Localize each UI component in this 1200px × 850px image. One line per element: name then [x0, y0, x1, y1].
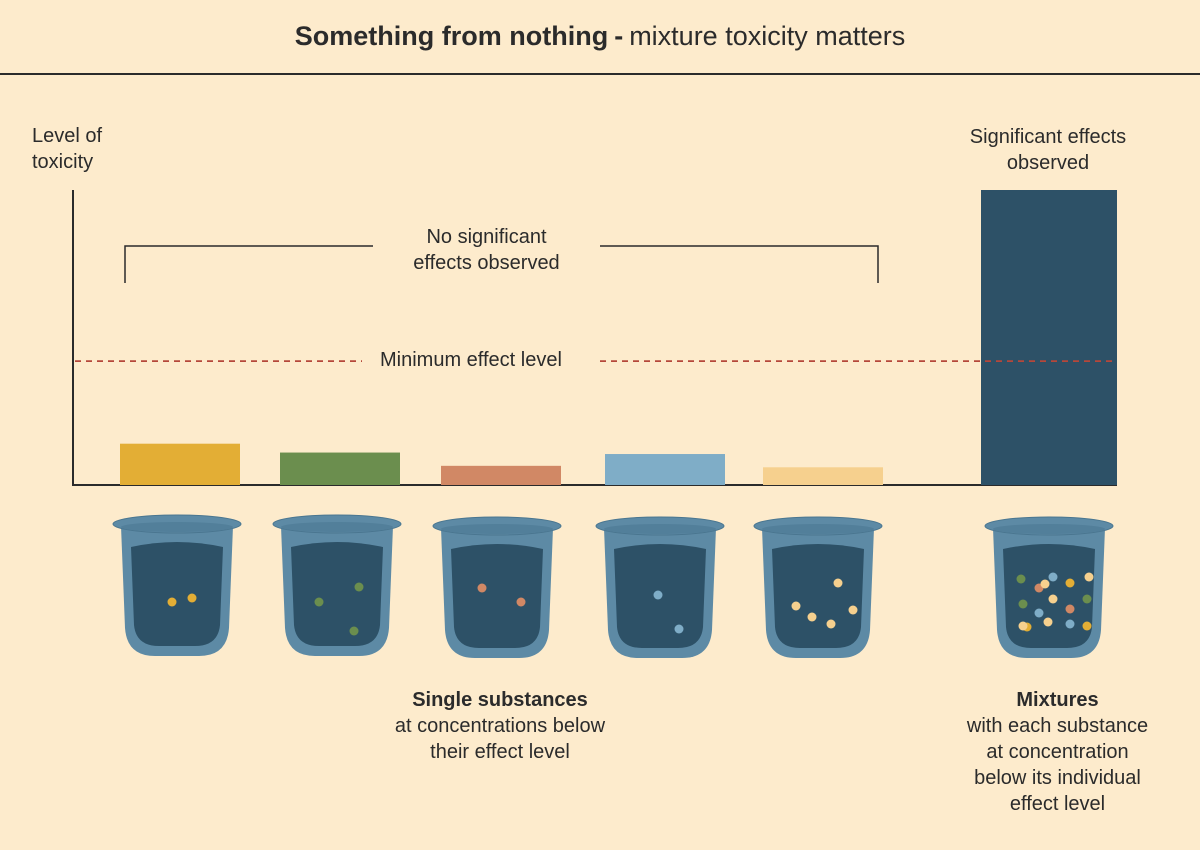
title-bar: Something from nothing - mixture toxicit…	[0, 0, 1200, 75]
mixture-beaker	[984, 516, 1114, 658]
particle-dot	[1065, 619, 1075, 629]
particle-dot	[477, 583, 487, 593]
particle-dot	[791, 601, 801, 611]
significant-line1: Significant effects	[969, 126, 1127, 148]
substance-bar-5	[763, 467, 883, 485]
y-axis-label-line2: toxicity	[32, 151, 94, 173]
mixtures-caption-line3: below its individual	[974, 767, 1141, 789]
mixtures-caption-line2: at concentration	[986, 741, 1129, 763]
particle-dot	[1040, 579, 1050, 589]
particle-dot	[1018, 621, 1028, 631]
substance-bar-4	[605, 454, 725, 485]
no-effects-bracket	[124, 245, 879, 283]
no-effects-line2: effects observed	[413, 252, 560, 274]
substance-bar-2	[280, 452, 400, 485]
no-effects-line1: No significant	[426, 226, 547, 248]
particle-dot	[848, 605, 858, 615]
particle-dot	[187, 593, 197, 603]
particle-dot	[807, 612, 817, 622]
substance-bar-1	[120, 443, 240, 485]
particle-dot	[349, 626, 359, 636]
mixtures-caption-title: Mixtures	[1016, 689, 1099, 711]
title-separator: -	[614, 21, 624, 51]
y-axis-label: Level of toxicity	[32, 123, 102, 175]
title-bold: Something from nothing	[294, 21, 609, 51]
significant-effects-label: Significant effects observed	[938, 124, 1158, 176]
particle-dot	[826, 619, 836, 629]
particle-dot	[1048, 594, 1058, 604]
particle-dot	[354, 582, 364, 592]
single-substances-caption: Single substances at concentrations belo…	[350, 687, 650, 765]
particle-dot	[1065, 604, 1075, 614]
single-caption-line1: at concentrations below	[394, 715, 606, 737]
beakers	[112, 514, 1114, 658]
particle-dot	[314, 597, 324, 607]
particle-dot	[1082, 621, 1092, 631]
title-rest: mixture toxicity matters	[629, 21, 906, 51]
substance-beaker-4	[595, 516, 725, 658]
particle-dot	[833, 578, 843, 588]
particle-dot	[1018, 599, 1028, 609]
particle-dot	[1084, 572, 1094, 582]
substance-beaker-5	[753, 516, 883, 658]
no-effects-label: No significant effects observed	[373, 224, 600, 276]
particle-dot	[1034, 608, 1044, 618]
particle-dot	[516, 597, 526, 607]
particle-dot	[167, 597, 177, 607]
substance-beaker-2	[272, 514, 402, 656]
particle-dot	[653, 590, 663, 600]
mixture-bar	[981, 190, 1117, 485]
minimum-effect-label: Minimum effect level	[370, 349, 572, 372]
mixtures-caption-line4: effect level	[1009, 793, 1106, 815]
substance-beaker-3	[432, 516, 562, 658]
single-caption-line2: their effect level	[430, 741, 570, 763]
particle-dot	[1065, 578, 1075, 588]
substance-beaker-1	[112, 514, 242, 656]
particle-dot	[1048, 572, 1058, 582]
significant-line2: observed	[1006, 152, 1090, 174]
mixtures-caption: Mixtures with each substance at concentr…	[935, 687, 1180, 817]
particle-dot	[1043, 617, 1053, 627]
mixtures-caption-line1: with each substance	[966, 715, 1149, 737]
toxicity-bars	[120, 190, 1117, 485]
particle-dot	[1082, 594, 1092, 604]
particle-dot	[1016, 574, 1026, 584]
y-axis-label-line1: Level of	[32, 125, 103, 147]
particle-dot	[674, 624, 684, 634]
substance-bar-3	[441, 465, 561, 485]
single-caption-title: Single substances	[412, 689, 588, 711]
